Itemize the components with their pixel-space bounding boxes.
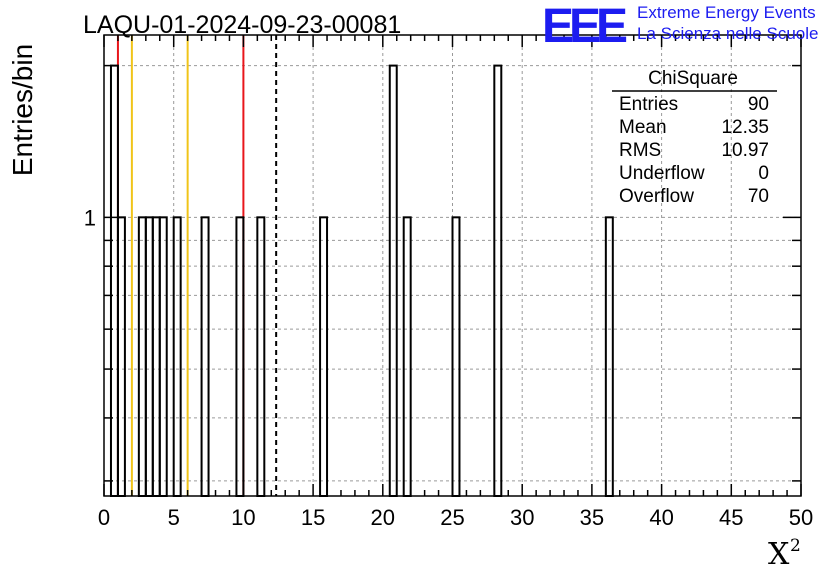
histogram-bin — [109, 64, 119, 497]
x-tick-label: 25 — [440, 505, 464, 530]
histogram-bin — [137, 216, 147, 497]
stats-row-value: 90 — [748, 94, 769, 115]
histogram-bin — [200, 216, 210, 497]
histogram-bin — [402, 216, 412, 497]
x-axis-label: X 2 — [768, 536, 801, 572]
x-tick-label: 50 — [789, 505, 813, 530]
x-axis-label-superscript: 2 — [790, 536, 801, 556]
x-tick-label: 40 — [649, 505, 673, 530]
x-tick-label: 10 — [231, 505, 255, 530]
stats-row-value: 12.35 — [721, 117, 769, 138]
stats-row-label: Underflow — [619, 163, 705, 184]
histogram-bin — [319, 216, 329, 497]
reference-lines — [116, 35, 278, 496]
histogram-bin — [151, 216, 161, 497]
stats-rows: Entries 90 Mean 12.35 RMS 10.97 Underflow 0 Over… — [619, 94, 769, 207]
x-tick-label: 15 — [301, 505, 325, 530]
histogram-bin — [116, 216, 126, 497]
stats-row-value: 10.97 — [721, 140, 769, 161]
histogram-bin — [451, 216, 461, 497]
stats-row-label: Entries — [619, 94, 678, 115]
histogram-bin — [172, 216, 182, 497]
stats-row-value: 0 — [758, 163, 769, 184]
histogram-bin — [493, 64, 503, 497]
histogram-bin — [235, 216, 245, 497]
y-axis-label: Entries/bin — [7, 44, 38, 176]
chart-title: LAQU-01-2024-09-23-00081 — [83, 11, 401, 39]
histogram-bin — [604, 216, 614, 497]
axes: 0 5 10 15 20 25 30 35 40 45 50 1 — [84, 35, 813, 530]
histogram-bin — [144, 216, 154, 497]
x-tick-label: 35 — [580, 505, 604, 530]
stats-row-label: RMS — [619, 140, 661, 161]
stats-title: ChiSquare — [648, 68, 738, 89]
x-tick-label: 20 — [371, 505, 395, 530]
stats-row-value: 70 — [748, 186, 769, 207]
eee-logo-line2: La Scienza nelle Scuole — [637, 24, 818, 43]
histogram-bin — [388, 64, 398, 497]
eee-logo-line1: Extreme Energy Events — [637, 3, 816, 22]
eee-logo: EEE Extreme Energy Events La Scienza nel… — [542, 0, 818, 53]
x-tick-label: 5 — [168, 505, 180, 530]
x-tick-label: 30 — [510, 505, 534, 530]
y-tick-label: 1 — [84, 205, 96, 230]
histogram-bin — [256, 216, 266, 497]
x-tick-label: 0 — [98, 505, 110, 530]
stats-row-label: Mean — [619, 117, 667, 138]
x-tick-label: 45 — [719, 505, 743, 530]
eee-logo-letters: EEE — [542, 0, 628, 53]
histogram-bins — [109, 64, 614, 497]
stats-box: ChiSquare Entries 90 Mean 12.35 RMS 10.97 Unde… — [612, 68, 777, 207]
x-axis-label-symbol: X — [768, 537, 790, 572]
histogram-bin — [158, 216, 168, 497]
stats-row-label: Overflow — [619, 186, 694, 207]
